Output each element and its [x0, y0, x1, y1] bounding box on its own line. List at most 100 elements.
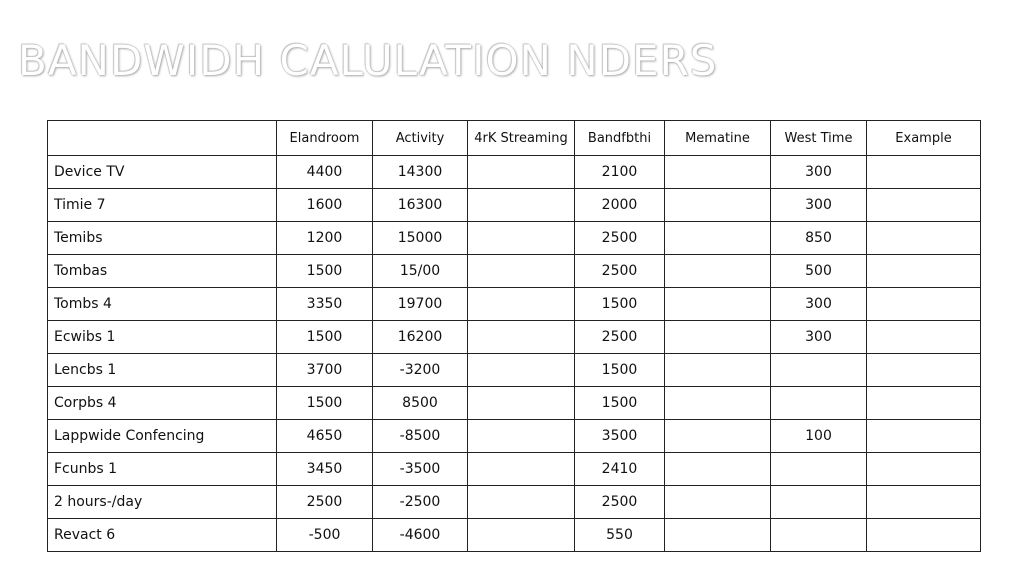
table-cell — [467, 221, 575, 255]
table-cell: -500 — [276, 518, 373, 552]
table-cell: -4600 — [372, 518, 468, 552]
table-cell: 1500 — [276, 320, 373, 354]
table-cell: Revact 6 — [47, 518, 277, 552]
table-cell: -3200 — [372, 353, 468, 387]
table-cell: 1500 — [574, 386, 665, 420]
table-cell — [664, 221, 771, 255]
table-cell: Temibs — [47, 221, 277, 255]
table-cell — [664, 320, 771, 354]
table-cell: 1500 — [276, 386, 373, 420]
table-cell: 16300 — [372, 188, 468, 222]
table-cell — [866, 452, 981, 486]
table-cell — [664, 287, 771, 321]
table-cell: 1200 — [276, 221, 373, 255]
table-cell — [467, 188, 575, 222]
table-cell — [664, 155, 771, 189]
table-cell — [664, 485, 771, 519]
header-cell: Bandfbthi — [574, 120, 665, 156]
table-cell: Corpbs 4 — [47, 386, 277, 420]
table-cell: 15000 — [372, 221, 468, 255]
table-cell: 300 — [770, 287, 867, 321]
table-cell — [664, 419, 771, 453]
table-row: Tombas 1500 15/00 2500 500 — [47, 254, 981, 288]
table-cell — [664, 254, 771, 288]
table-cell — [866, 287, 981, 321]
table-row: Corpbs 4 1500 8500 1500 — [47, 386, 981, 420]
table-cell: 14300 — [372, 155, 468, 189]
header-cell: West Time — [770, 120, 867, 156]
table-cell: 2500 — [574, 320, 665, 354]
table-cell: 2 hours-/day — [47, 485, 277, 519]
table-cell — [467, 419, 575, 453]
table-cell: 550 — [574, 518, 665, 552]
table-cell — [866, 353, 981, 387]
table-row: Tombs 4 3350 19700 1500 300 — [47, 287, 981, 321]
table-cell: Lappwide Confencing — [47, 419, 277, 453]
header-row: Elandroom Activity 4rK Streaming Bandfbthi M… — [47, 120, 981, 156]
table-cell — [664, 452, 771, 486]
table-row: Device TV 4400 14300 2100 300 — [47, 155, 981, 189]
table-cell — [770, 452, 867, 486]
table-cell — [664, 353, 771, 387]
table-cell — [770, 485, 867, 519]
table-row: Timie 7 1600 16300 2000 300 — [47, 188, 981, 222]
table-cell — [467, 254, 575, 288]
table-cell — [866, 320, 981, 354]
table-cell — [467, 518, 575, 552]
table-row: Ecwibs 1 1500 16200 2500 300 — [47, 320, 981, 354]
table-cell: Timie 7 — [47, 188, 277, 222]
table-cell: 1500 — [574, 353, 665, 387]
table-row: Temibs 1200 15000 2500 850 — [47, 221, 981, 255]
table-cell — [467, 320, 575, 354]
table-cell: 2000 — [574, 188, 665, 222]
table-cell: 1500 — [276, 254, 373, 288]
table-cell: 4650 — [276, 419, 373, 453]
table-cell: 300 — [770, 155, 867, 189]
table-cell: 850 — [770, 221, 867, 255]
table-cell: 3350 — [276, 287, 373, 321]
table-cell — [866, 518, 981, 552]
table-cell — [866, 155, 981, 189]
table-cell: 4400 — [276, 155, 373, 189]
table-cell: Tombs 4 — [47, 287, 277, 321]
table-cell — [664, 518, 771, 552]
table-cell: 300 — [770, 188, 867, 222]
table-cell: Device TV — [47, 155, 277, 189]
table-cell: 2500 — [574, 254, 665, 288]
table-cell — [866, 221, 981, 255]
header-cell: Elandroom — [276, 120, 373, 156]
header-cell: Example — [866, 120, 981, 156]
table-cell: -3500 — [372, 452, 468, 486]
table-cell — [866, 188, 981, 222]
table-row: 2 hours-/day 2500 -2500 2500 — [47, 485, 981, 519]
page-title: BANDWIDH CALULATION NDERS — [18, 36, 718, 85]
table-cell: 500 — [770, 254, 867, 288]
table-cell: 3500 — [574, 419, 665, 453]
table-cell: Fcunbs 1 — [47, 452, 277, 486]
header-cell: Mematine — [664, 120, 771, 156]
table-row: Lencbs 1 3700 -3200 1500 — [47, 353, 981, 387]
table-cell: 2500 — [574, 221, 665, 255]
table-cell — [664, 188, 771, 222]
table-cell: 1600 — [276, 188, 373, 222]
table-cell: Lencbs 1 — [47, 353, 277, 387]
table-cell — [770, 386, 867, 420]
table-cell — [467, 353, 575, 387]
table-cell: 19700 — [372, 287, 468, 321]
table-cell: 2500 — [574, 485, 665, 519]
data-table: Elandroom Activity 4rK Streaming Bandfbthi M… — [47, 120, 981, 552]
table-cell — [866, 419, 981, 453]
table-cell — [866, 386, 981, 420]
table-cell: Ecwibs 1 — [47, 320, 277, 354]
table-cell: 3700 — [276, 353, 373, 387]
table-cell — [467, 386, 575, 420]
table-cell — [467, 287, 575, 321]
table-row: Revact 6 -500 -4600 550 — [47, 518, 981, 552]
header-cell — [47, 120, 277, 156]
table-cell: 3450 — [276, 452, 373, 486]
table-cell: Tombas — [47, 254, 277, 288]
table-cell: 1500 — [574, 287, 665, 321]
table-cell: -8500 — [372, 419, 468, 453]
table-cell: 100 — [770, 419, 867, 453]
table-cell — [866, 254, 981, 288]
